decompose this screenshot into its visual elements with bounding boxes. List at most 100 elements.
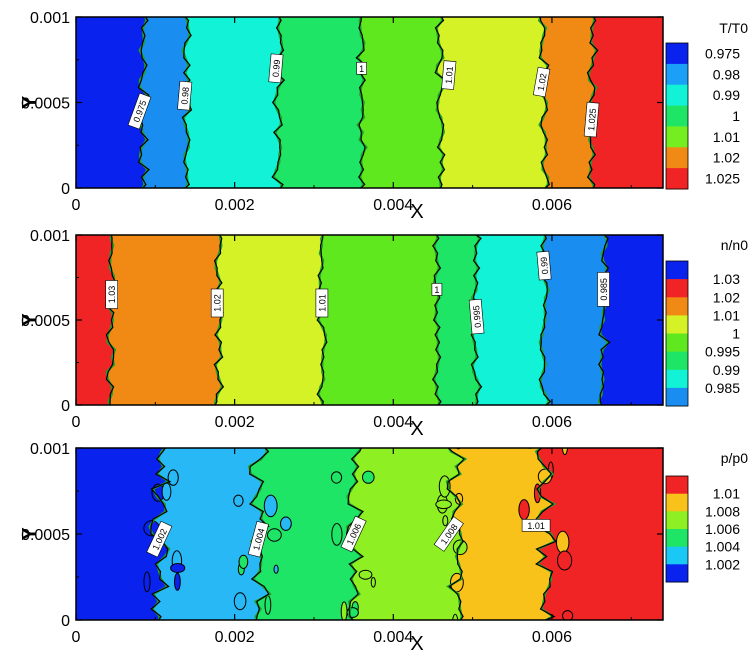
contour-blob <box>435 499 452 510</box>
legend-label: 0.995 <box>705 344 740 360</box>
contour-line <box>445 448 468 620</box>
x-tick-label: 0 <box>72 629 81 646</box>
contour-blob <box>442 515 449 527</box>
contour-blob <box>561 448 569 456</box>
contour-line <box>435 17 446 188</box>
y-tick-label: 0.0005 <box>21 527 70 544</box>
contour-blob <box>350 622 362 633</box>
legend-label: 1.002 <box>705 556 740 572</box>
contour-blob <box>143 571 151 593</box>
x-tick-label: 0.004 <box>373 197 413 214</box>
contour-line <box>434 17 447 188</box>
contour-label-text: 1.02 <box>213 294 223 312</box>
contour-band <box>248 448 362 620</box>
contour-blob <box>263 494 278 518</box>
y-tick-label: 0 <box>61 398 70 415</box>
contour-label: 1.01 <box>521 519 551 532</box>
contour-blob <box>527 448 533 449</box>
legend-swatch <box>666 261 688 280</box>
y-tick-label: 0.001 <box>30 228 70 245</box>
y-tick-label: 0.0005 <box>21 96 70 113</box>
contour-blob <box>330 471 343 484</box>
contour-band <box>139 17 190 188</box>
contour-label: 0.99 <box>268 53 284 84</box>
contour-line <box>213 235 224 405</box>
contour-label: 1.02 <box>210 288 224 318</box>
contour-label: 1.004 <box>247 520 269 558</box>
contour-line <box>535 448 557 620</box>
contour-label: 0.99 <box>536 250 552 281</box>
contour-line <box>534 448 557 620</box>
legend-label: 1.02 <box>713 289 740 305</box>
x-axis-label: X <box>410 418 423 440</box>
legend-swatch <box>666 84 688 107</box>
contour-line <box>432 235 441 405</box>
x-tick-label: 0.006 <box>532 197 572 214</box>
x-axis-label: X <box>410 633 423 653</box>
legend-swatch <box>666 315 688 334</box>
x-tick-label: 0.002 <box>215 629 255 646</box>
contour-label: 0.985 <box>597 272 610 307</box>
legend-label: 1.025 <box>705 171 740 187</box>
panel-2: 1.03 1.02 1.01 1 0.995 0.99 0.985 0 0.002 0.004 0.… <box>19 228 748 440</box>
contour-label-text: 0.99 <box>271 59 282 77</box>
legend-label: 0.985 <box>705 380 740 396</box>
legend-label: 1.01 <box>713 307 740 323</box>
legend-label: 0.99 <box>713 362 740 378</box>
legend-swatch <box>666 168 688 190</box>
contour-line <box>345 448 365 620</box>
legend-label: 1.01 <box>713 129 740 145</box>
y-axis-label: Y <box>19 95 41 109</box>
contour-label: 1 <box>356 62 367 75</box>
legend-label: 1.008 <box>705 503 740 519</box>
legend-label: 1.006 <box>705 521 740 537</box>
contour-line <box>538 17 551 188</box>
plot-area <box>76 448 663 633</box>
legend-label: 1 <box>732 108 740 124</box>
x-tick-label: 0.004 <box>373 414 413 431</box>
legend-swatch <box>666 126 688 148</box>
contour-band <box>588 17 663 188</box>
contour-label-text: 0.99 <box>539 256 550 274</box>
contour-blob <box>148 448 153 449</box>
contour-line <box>356 17 368 188</box>
legend-title: p/p0 <box>721 450 748 466</box>
y-tick-label: 0 <box>61 613 70 630</box>
contour-line <box>317 235 328 405</box>
contour-label: 1.02 <box>532 66 551 98</box>
contour-label: 0.995 <box>468 298 485 335</box>
contour-blob <box>562 610 574 620</box>
contour-line <box>271 17 286 188</box>
legend-swatch <box>666 297 688 316</box>
legend-label: 0.98 <box>713 66 740 82</box>
x-tick-label: 0.002 <box>215 414 255 431</box>
legend-swatch <box>666 493 688 512</box>
legend-swatch <box>666 511 688 530</box>
legend-frame <box>665 475 689 583</box>
contour-label: 1.025 <box>583 101 600 138</box>
contour-band <box>182 17 283 188</box>
legend-frame <box>665 260 689 407</box>
contour-band <box>539 17 597 188</box>
legend-title: n/n0 <box>721 237 748 253</box>
y-tick-label: 0.001 <box>30 441 70 458</box>
contour-label-text: 1.01 <box>527 521 545 531</box>
contour-label: 1.03 <box>105 280 118 309</box>
contour-blob <box>233 494 244 507</box>
legend-swatch <box>666 105 688 127</box>
legend-swatch <box>666 476 688 495</box>
contour-blob <box>267 528 282 542</box>
legend: n/n0 1.03 1.02 1.01 1 0.995 0.99 0.985 <box>665 237 748 407</box>
legend-swatch <box>666 564 688 583</box>
legend-swatch <box>666 387 688 407</box>
contour-band <box>472 235 549 405</box>
contour-blob <box>557 550 573 571</box>
contour-band <box>436 17 549 188</box>
legend-label: 1.004 <box>705 539 740 555</box>
contour-blob <box>174 572 181 591</box>
y-axis-label: Y <box>19 527 41 541</box>
legend-label: 0.99 <box>713 87 740 103</box>
y-tick-label: 0.001 <box>30 10 70 27</box>
